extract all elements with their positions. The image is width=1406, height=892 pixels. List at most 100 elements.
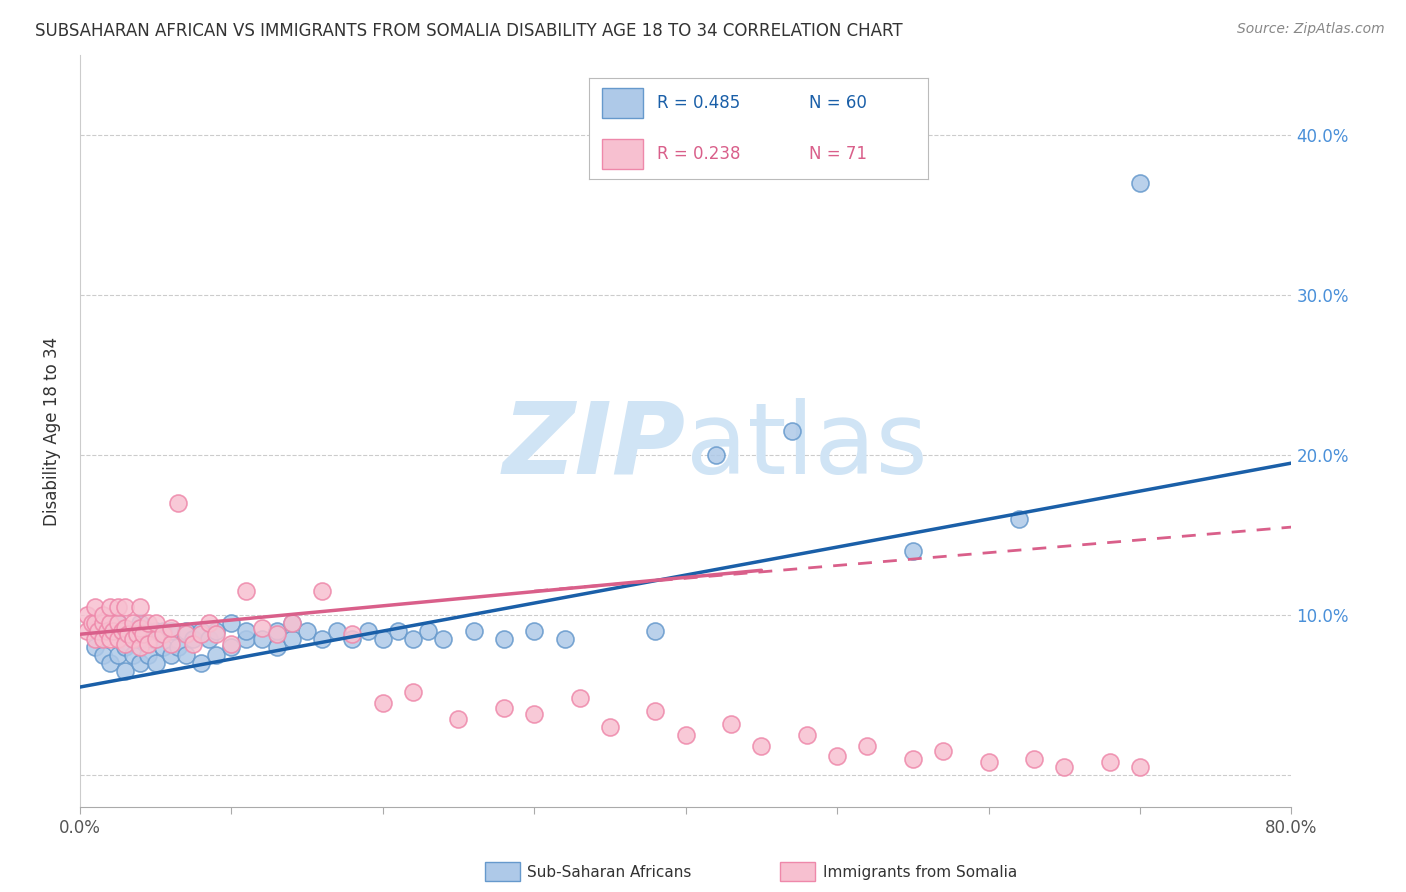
Y-axis label: Disability Age 18 to 34: Disability Age 18 to 34 [44,336,60,525]
Text: Sub-Saharan Africans: Sub-Saharan Africans [527,865,692,880]
Point [266,640,288,654]
Point [98,624,121,638]
Point [205,624,228,638]
Point [266,624,288,638]
Point [183,637,205,651]
Point [190,656,212,670]
Point [1098,756,1121,770]
Point [281,616,304,631]
Point [901,544,924,558]
Point [796,728,818,742]
Point [432,632,454,646]
Point [371,632,394,646]
Text: atlas: atlas [686,398,928,495]
Point [107,648,129,662]
Point [644,624,666,638]
Point [152,640,174,654]
Point [1129,760,1152,774]
Point [1053,760,1076,774]
Point [197,616,219,631]
Point [98,600,121,615]
Point [145,656,167,670]
Point [136,637,159,651]
Point [492,701,515,715]
Point [129,640,152,654]
Point [129,600,152,615]
Point [235,632,257,646]
Point [159,648,181,662]
Point [901,752,924,766]
Point [266,627,288,641]
Point [174,624,197,638]
Point [129,616,152,631]
Point [159,621,181,635]
Point [159,637,181,651]
Point [76,608,98,623]
Point [80,616,103,631]
Point [418,624,440,638]
Text: ZIP: ZIP [503,398,686,495]
Point [117,627,139,641]
Point [114,624,136,638]
Point [221,637,243,651]
Point [281,632,304,646]
Point [932,744,955,758]
Point [145,616,167,631]
Point [387,624,409,638]
Point [568,691,591,706]
Point [371,696,394,710]
Point [281,616,304,631]
Point [311,632,333,646]
Point [114,640,136,654]
Point [152,627,174,641]
Text: Immigrants from Somalia: Immigrants from Somalia [823,865,1017,880]
Point [190,627,212,641]
Point [553,632,575,646]
Point [250,632,273,646]
Point [114,664,136,678]
Point [235,584,257,599]
Point [107,632,129,646]
Point [356,624,378,638]
Point [132,627,155,641]
Text: SUBSAHARAN AFRICAN VS IMMIGRANTS FROM SOMALIA DISABILITY AGE 18 TO 34 CORRELATIO: SUBSAHARAN AFRICAN VS IMMIGRANTS FROM SO… [35,22,903,40]
Point [523,707,546,722]
Point [107,616,129,631]
Point [704,448,727,462]
Point [129,632,152,646]
Point [402,632,425,646]
Point [76,624,98,638]
Point [91,608,114,623]
Point [84,640,107,654]
Point [342,627,364,641]
Point [127,627,149,641]
Point [87,624,110,638]
Point [675,728,697,742]
Point [1008,512,1031,526]
Point [136,624,159,638]
Point [136,648,159,662]
Point [250,621,273,635]
Point [145,632,167,646]
Point [402,685,425,699]
Point [167,640,190,654]
Point [98,656,121,670]
Point [98,616,121,631]
Point [167,496,190,510]
Point [84,632,107,646]
Point [122,632,145,646]
Point [447,712,470,726]
Point [96,624,118,638]
Point [114,600,136,615]
Point [159,624,181,638]
Point [183,632,205,646]
Point [295,624,318,638]
Point [751,739,773,754]
Point [197,632,219,646]
Point [91,648,114,662]
Point [1022,752,1045,766]
Point [98,632,121,646]
Point [91,632,114,646]
Point [91,616,114,631]
Point [977,756,1000,770]
